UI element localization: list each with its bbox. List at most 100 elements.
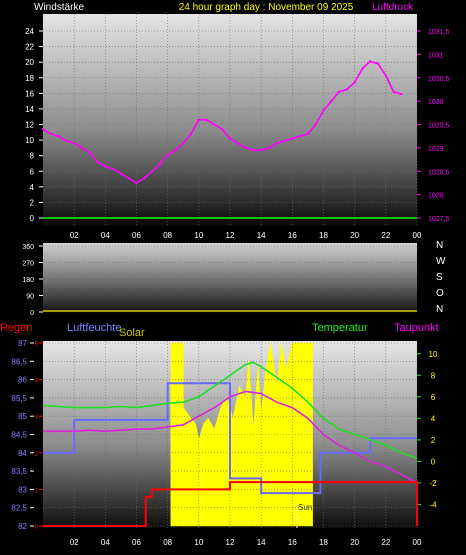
left-tick-label: 14 [25, 105, 34, 114]
x-tick-label: 16 [288, 538, 297, 547]
humidity-tick-label: 82 [18, 522, 27, 531]
right-tick-label: 1029,5 [428, 123, 450, 130]
direction-tick-label: 360 [22, 244, 34, 251]
temperature-tick-label: -2 [429, 479, 437, 488]
x-tick-label: 16 [288, 231, 297, 240]
x-tick-label: 00 [413, 231, 422, 240]
right-tick-label: 1028,5 [428, 169, 450, 176]
temperature-ticks: -4 -2 0 2 4 6 8 10 [417, 350, 438, 509]
left-tick-label: 24 [25, 27, 34, 36]
x-tick-label: 12 [226, 538, 235, 547]
humidity-ticks: 82 82,5 83 83,5 84 84,5 85 85,5 86 86,5 87 [11, 339, 34, 531]
x-tick-label: 08 [163, 231, 172, 240]
left-tick-label: 0 [30, 214, 35, 223]
x-tick-label: 14 [257, 538, 266, 547]
humidity-tick-label: 83,5 [11, 467, 27, 476]
temperature-tick-label: 8 [431, 371, 436, 380]
temperature-tick-label: 4 [431, 414, 436, 423]
pressure-right-ticks: 1027,5 1028 1028,5 1029 1029,5 1030 1030,5 1031… [417, 29, 450, 223]
temperature-tick-label: 0 [431, 457, 436, 466]
x-tick-label: 22 [381, 538, 390, 547]
humidity-tick-label: 84 [18, 449, 27, 458]
pressure-series [41, 60, 417, 219]
rain-ticks: 0 1 2 3 4 5 [35, 342, 43, 531]
humidity-tick-label: 87 [18, 339, 27, 348]
left-tick-label: 4 [30, 183, 35, 192]
temperature-tick-label: 6 [431, 393, 436, 402]
pressure-panel: 02 4 6 8 10 12 14 16 18 20 22 24 1027,5 1028 1028,5 10… [25, 14, 450, 240]
legend-solar: Solar [119, 327, 145, 339]
right-tick-label: 1031 [428, 52, 444, 59]
humidity-x-ticks: 02 04 06 08 10 12 14 16 18 20 22 00 [70, 538, 422, 547]
x-tick-label: 06 [132, 538, 141, 547]
temperature-tick-label: 2 [431, 436, 436, 445]
right-tick-label: 1030,5 [428, 76, 450, 83]
legend-temperatur: Temperatur [312, 322, 368, 334]
right-tick-label: 1027,5 [428, 216, 450, 223]
dewpoint-line [43, 390, 418, 484]
x-tick-label: 18 [319, 538, 328, 547]
x-tick-label: 04 [101, 538, 110, 547]
direction-tick-label: 270 [22, 261, 34, 268]
left-tick-label: 6 [30, 167, 35, 176]
left-tick-label: 16 [25, 89, 34, 98]
compass-label: O [436, 288, 444, 299]
compass-label: W [436, 256, 446, 267]
direction-tick-label: 0 [30, 310, 34, 317]
sunset-label: Sun Set [298, 503, 327, 512]
rain-tick-label: 3 [35, 415, 39, 421]
humidity-tick-label: 86 [18, 376, 27, 385]
pressure-x-ticks: 02 04 06 08 10 12 14 16 18 20 22 00 [70, 231, 422, 240]
humidity-tick-label: 82,5 [11, 504, 27, 513]
legend-luftfeuchte: Luftfeuchte [67, 322, 121, 334]
compass-label: S [436, 272, 443, 283]
left-axis-title: Windstärke [34, 2, 84, 13]
humidity-tick-label: 85,5 [11, 394, 27, 403]
chart-title: 24 hour graph day : November 09 2025 [179, 2, 354, 13]
right-tick-label: 1031,5 [428, 29, 450, 36]
left-tick-label: 10 [25, 136, 34, 145]
left-tick-label: 18 [25, 74, 34, 83]
humidity-tick-label: 86,5 [11, 357, 27, 366]
right-tick-label: 1030 [428, 99, 444, 106]
direction-tick-label: 90 [26, 294, 34, 301]
temperature-tick-label: -4 [429, 500, 437, 509]
x-tick-label: 22 [381, 231, 390, 240]
x-tick-label: 02 [70, 538, 79, 547]
x-tick-label: 04 [101, 231, 110, 240]
compass-label: N [436, 240, 443, 251]
x-tick-label: 10 [194, 538, 203, 547]
right-axis-title: Luftdruck [372, 2, 414, 13]
x-tick-label: 06 [132, 231, 141, 240]
right-tick-label: 1028 [428, 193, 444, 200]
legend-regen: Regen [0, 322, 32, 334]
humidity-tick-label: 83 [18, 485, 27, 494]
x-tick-label: 20 [350, 538, 359, 547]
left-tick-label: 8 [30, 152, 35, 161]
x-tick-label: 14 [257, 231, 266, 240]
left-tick-label: 22 [25, 43, 34, 52]
wind-direction-plot-area [43, 243, 417, 312]
rain-tick-label: 1 [35, 488, 39, 494]
left-tick-label: 12 [25, 121, 34, 130]
x-tick-label: 00 [413, 538, 422, 547]
temperature-tick-label: 10 [429, 350, 438, 359]
compass-label: N [436, 304, 443, 315]
temperature-line [42, 361, 418, 459]
rain-line [43, 481, 418, 527]
x-tick-label: 12 [226, 231, 235, 240]
x-tick-label: 18 [319, 231, 328, 240]
left-tick-label: 20 [25, 58, 34, 67]
rain-tick-label: 5 [35, 342, 39, 348]
wind-direction-grid [43, 245, 417, 313]
x-tick-label: 02 [70, 231, 79, 240]
legend-taupunkt: Taupunkt [394, 322, 439, 334]
rain-tick-label: 4 [35, 379, 39, 385]
pressure-line [42, 60, 402, 184]
direction-tick-label: 180 [22, 277, 34, 284]
